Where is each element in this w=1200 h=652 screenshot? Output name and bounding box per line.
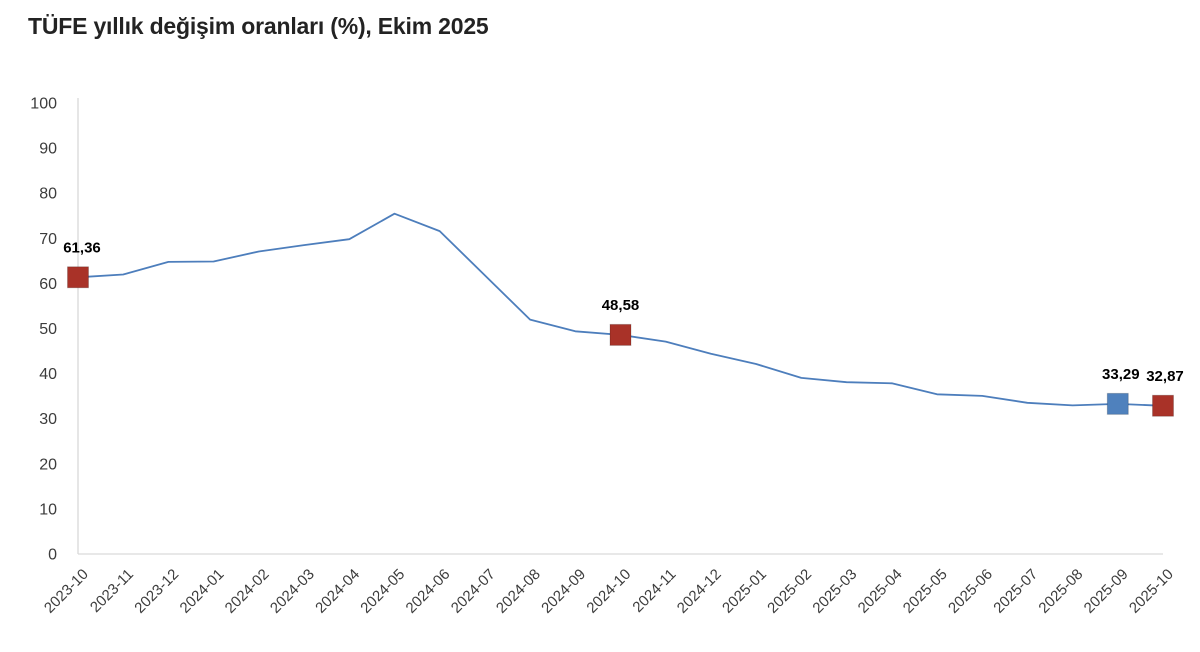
y-tick-label: 10: [39, 501, 57, 518]
x-tick-label: 2025-07: [990, 566, 1041, 617]
x-tick-label: 2023-10: [41, 566, 92, 617]
x-tick-label: 2025-06: [945, 566, 996, 617]
x-tick-label: 2025-01: [719, 566, 770, 617]
y-tick-label: 20: [39, 456, 57, 473]
y-tick-label: 0: [48, 547, 57, 564]
y-tick-label: 30: [39, 411, 57, 428]
y-tick-label: 40: [39, 366, 57, 383]
data-point-marker: [1106, 392, 1129, 415]
x-tick-label: 2023-11: [87, 566, 137, 616]
x-tick-label: 2024-04: [312, 566, 363, 617]
data-point-label: 61,36: [63, 239, 101, 256]
x-tick-label: 2024-08: [493, 566, 544, 617]
x-tick-label: 2025-09: [1081, 566, 1132, 617]
x-tick-label: 2024-03: [267, 566, 318, 617]
data-point-marker: [1152, 394, 1174, 417]
x-tick-label: 2024-06: [403, 566, 454, 617]
y-tick-label: 50: [39, 321, 57, 338]
data-point-marker: [67, 266, 89, 289]
x-tick-label: 2025-04: [855, 566, 906, 617]
x-tick-label: 2025-08: [1035, 566, 1086, 617]
data-point-marker: [609, 323, 632, 346]
x-tick-label: 2024-09: [538, 566, 589, 617]
x-tick-label: 2025-05: [900, 566, 951, 617]
y-tick-label: 60: [39, 276, 57, 293]
data-point-label: 32,87: [1146, 368, 1184, 385]
data-point-label: 33,29: [1102, 366, 1140, 383]
y-tick-label: 80: [39, 186, 57, 203]
x-tick-label: 2025-03: [809, 566, 860, 617]
y-tick-label: 90: [39, 141, 57, 158]
chart-title: TÜFE yıllık değişim oranları (%), Ekim 2…: [28, 13, 489, 39]
data-point-label: 48,58: [602, 297, 640, 314]
y-tick-label: 100: [30, 96, 57, 113]
x-tick-label: 2024-12: [674, 566, 725, 617]
x-tick-label: 2024-01: [176, 566, 227, 617]
x-tick-label: 2025-10: [1126, 566, 1177, 617]
y-tick-label: 70: [39, 231, 57, 248]
x-tick-label: 2024-10: [583, 566, 634, 617]
x-tick-label: 2024-02: [222, 566, 273, 617]
x-tick-label: 2024-05: [357, 566, 408, 617]
x-tick-label: 2023-12: [131, 566, 182, 617]
x-tick-label: 2024-11: [629, 566, 679, 616]
x-tick-label: 2024-07: [448, 566, 499, 617]
x-tick-label: 2025-02: [764, 566, 815, 617]
